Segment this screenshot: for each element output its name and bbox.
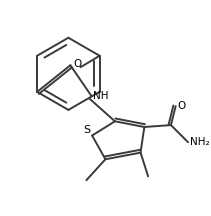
Text: NH₂: NH₂ <box>190 137 210 147</box>
Text: O: O <box>178 101 186 111</box>
Text: NH: NH <box>93 91 109 101</box>
Text: S: S <box>83 125 90 135</box>
Text: O: O <box>73 59 81 69</box>
